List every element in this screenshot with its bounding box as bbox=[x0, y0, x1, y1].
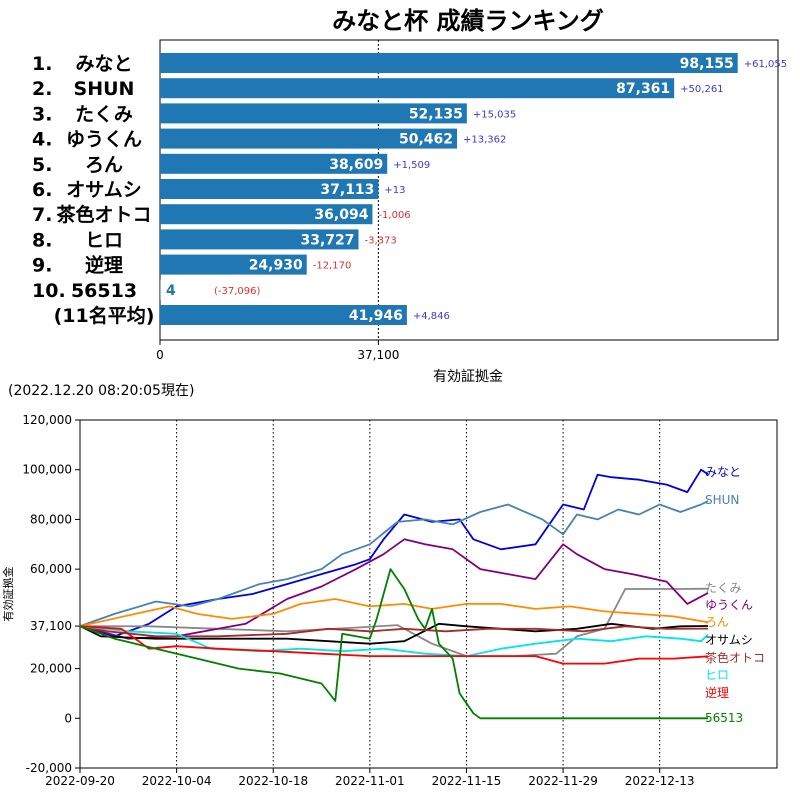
bar-value-label: 24,930 bbox=[249, 258, 303, 274]
series-label: ろん bbox=[705, 615, 729, 629]
y-tick-label: 100,000 bbox=[22, 463, 72, 477]
bar-diff-label: +13,362 bbox=[463, 135, 506, 146]
rank-number: 3. bbox=[32, 103, 52, 125]
participant-name: (11名平均) bbox=[54, 304, 155, 327]
bar bbox=[160, 53, 738, 73]
series-label: ゆうくん bbox=[705, 598, 753, 612]
series-line-8 bbox=[79, 625, 709, 657]
bar-diff-label: (-37,096) bbox=[214, 286, 261, 297]
x-tick-label: 37,100 bbox=[357, 348, 399, 362]
y-tick-label: 0 bbox=[64, 711, 72, 725]
bar-value-label: 37,113 bbox=[320, 182, 374, 198]
participant-name: ゆうくん bbox=[66, 129, 142, 151]
x-tick-label: 2022-10-04 bbox=[142, 774, 212, 788]
series-label: 茶色オトコ bbox=[705, 650, 765, 665]
rank-number: 9. bbox=[32, 255, 52, 277]
bar-value-label: 50,462 bbox=[399, 132, 453, 148]
bar bbox=[160, 179, 379, 199]
bar bbox=[160, 153, 388, 174]
series-label: 56513 bbox=[705, 711, 743, 725]
series-line-4 bbox=[79, 538, 709, 640]
bar bbox=[160, 204, 373, 225]
rank-number: 4. bbox=[32, 129, 52, 151]
series-line-2 bbox=[79, 500, 709, 627]
timestamp: (2022.12.20 08:20:05現在) bbox=[8, 383, 194, 399]
bar-diff-label: +50,261 bbox=[680, 84, 723, 95]
rank-number: 7. bbox=[32, 204, 52, 226]
participant-name: 茶色オトコ bbox=[56, 203, 151, 226]
participant-name: たくみ bbox=[75, 103, 133, 125]
bar bbox=[160, 229, 359, 250]
line-chart-plot: -20,000 0 20,000 37,100 60,000 80,000 100,000 1… bbox=[22, 413, 765, 788]
bar bbox=[160, 78, 675, 99]
bar bbox=[160, 254, 307, 275]
bar-value-label: 36,094 bbox=[314, 207, 368, 223]
bar-diff-label: +1,509 bbox=[393, 160, 430, 171]
rank-number: 8. bbox=[32, 229, 52, 251]
series-line-5 bbox=[79, 598, 709, 627]
participant-name: ろん bbox=[85, 154, 123, 176]
y-tick-label: 37,100 bbox=[30, 619, 72, 633]
x-tick-label: 2022-09-20 bbox=[45, 774, 115, 788]
bar-diff-label: +13 bbox=[384, 185, 405, 196]
bar-value-label: 98,155 bbox=[680, 56, 734, 72]
bar-value-label: 4 bbox=[166, 283, 176, 299]
bar-value-label: 33,727 bbox=[300, 232, 354, 248]
y-tick-label: 20,000 bbox=[30, 662, 72, 676]
y-tick-label: 80,000 bbox=[30, 512, 72, 526]
participant-name: みなと bbox=[75, 53, 132, 75]
x-tick-label: 2022-11-29 bbox=[528, 774, 598, 788]
series-label: SHUN bbox=[705, 493, 739, 507]
bar-diff-label: +61,055 bbox=[744, 59, 787, 70]
bar-value-label: 52,135 bbox=[409, 106, 463, 122]
bar bbox=[160, 305, 407, 325]
line-chart-frame bbox=[79, 419, 778, 769]
bar-diff-label: -3,373 bbox=[365, 235, 397, 246]
participant-name: SHUN bbox=[74, 78, 135, 100]
bar-chart-xlabel: 有効証拠金 bbox=[433, 369, 503, 385]
series-line-10 bbox=[79, 568, 708, 720]
rank-number: 1. bbox=[32, 53, 52, 75]
series-line-9 bbox=[79, 625, 709, 665]
chart-title: みなと杯 成績ランキング bbox=[332, 7, 604, 35]
participant-name: 逆理 bbox=[85, 254, 123, 277]
bar-diff-label: -12,170 bbox=[313, 261, 352, 272]
rank-number: 5. bbox=[32, 154, 52, 176]
rank-number: 2. bbox=[32, 78, 52, 100]
bar-diff-label: -1,006 bbox=[378, 210, 410, 221]
y-tick-label: -20,000 bbox=[26, 761, 72, 775]
series-line-1 bbox=[79, 468, 709, 638]
bar-diff-label: +4,846 bbox=[413, 311, 450, 322]
series-label: たくみ bbox=[705, 581, 741, 595]
bar-value-label: 87,361 bbox=[616, 81, 670, 97]
bar-value-label: 38,609 bbox=[329, 157, 383, 173]
participant-name: 56513 bbox=[71, 280, 137, 302]
bar-chart-bars: 1. みなと 98,155 +61,055 2. SHUN 87,361 +50,261 3. た… bbox=[32, 40, 787, 362]
bar-value-label: 41,946 bbox=[349, 308, 403, 324]
x-tick-label: 0 bbox=[156, 348, 164, 362]
line-chart-ylabel: 有効証拠金 bbox=[1, 567, 15, 622]
rank-number: 6. bbox=[32, 179, 52, 201]
rank-number: 10. bbox=[32, 280, 66, 302]
x-tick-label: 2022-12-13 bbox=[625, 774, 695, 788]
bar bbox=[160, 279, 161, 300]
bar bbox=[160, 103, 467, 124]
series-label: 逆理 bbox=[705, 685, 729, 700]
y-tick-label: 60,000 bbox=[30, 562, 72, 576]
participant-name: オサムシ bbox=[66, 179, 142, 201]
series-label: オサムシ bbox=[705, 633, 753, 647]
bar bbox=[160, 128, 458, 149]
x-tick-label: 2022-11-15 bbox=[432, 774, 502, 788]
y-tick-label: 120,000 bbox=[22, 413, 72, 427]
series-label: みなと bbox=[705, 465, 741, 479]
x-tick-label: 2022-11-01 bbox=[335, 774, 405, 788]
x-tick-label: 2022-10-18 bbox=[238, 774, 308, 788]
series-label: ヒロ bbox=[705, 668, 729, 682]
series-line-7 bbox=[79, 625, 709, 638]
participant-name: ヒロ bbox=[85, 229, 123, 251]
bar-diff-label: +15,035 bbox=[473, 109, 516, 120]
